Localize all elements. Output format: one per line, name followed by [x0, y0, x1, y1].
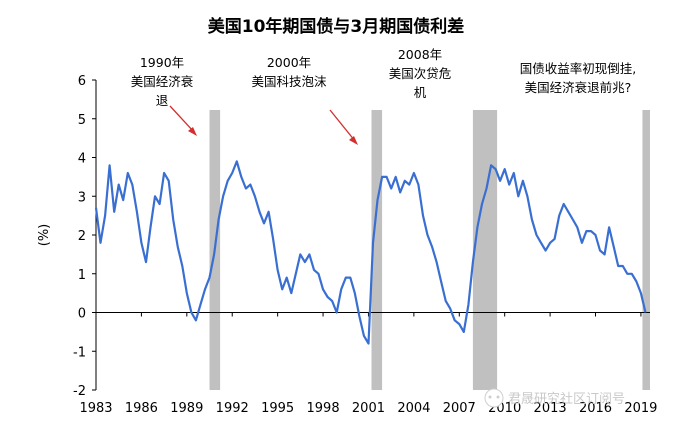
recession-shade-4: [642, 110, 650, 390]
x-tick-label: 1995: [261, 401, 294, 416]
chart-title: 美国10年期国债与3月期国债利差: [208, 16, 465, 37]
annotation-2000-line2: 美国科技泡沫: [251, 74, 327, 89]
x-tick-label: 2013: [534, 401, 567, 416]
series-line: [94, 160, 647, 345]
x-tick-label: 2019: [624, 401, 657, 416]
x-tick-label: 2001: [352, 401, 385, 416]
annotations: 1990年 美国经济衰 退 2000年 美国科技泡沫 2008年 美国次贷危 机…: [131, 47, 636, 145]
x-tick-label: 2004: [397, 401, 430, 416]
y-tick-label: 1: [78, 268, 86, 283]
x-tick-label: 1992: [216, 401, 249, 416]
watermark-text: 君晟研究社区订阅号: [508, 391, 625, 407]
recession-shade-2: [371, 110, 383, 390]
annotation-2000-line1: 2000年: [267, 55, 311, 70]
annotation-2008-line1: 2008年: [398, 47, 442, 62]
annotation-1990-line2: 美国经济衰: [131, 74, 194, 89]
annotation-2019: 国债收益率初现倒挂, 美国经济衰退前兆?: [520, 61, 636, 95]
annotation-2019-line1: 国债收益率初现倒挂,: [520, 61, 636, 76]
y-tick-label: 2: [78, 229, 86, 244]
annotation-1990-arrow: [169, 105, 197, 136]
annotation-1990-line3: 退: [156, 93, 169, 108]
x-tick-label: 1983: [79, 401, 112, 416]
y-tick-label: 5: [78, 113, 86, 128]
watermark: 君晟研究社区订阅号: [484, 388, 625, 408]
annotation-2008: 2008年 美国次贷危 机: [389, 47, 452, 100]
y-tick-label: 0: [78, 307, 86, 322]
y-tick-label: -1: [73, 345, 86, 360]
y-tick-label: 6: [78, 74, 86, 89]
y-tick-label: 3: [78, 190, 86, 205]
x-tick-label: 1986: [125, 401, 158, 416]
y-axis-label: (%): [37, 224, 52, 247]
wechat-logo-icon: [484, 388, 504, 408]
x-tick-label: 1998: [307, 401, 340, 416]
annotation-2008-line3: 机: [414, 85, 427, 100]
annotation-2008-line2: 美国次贷危: [389, 66, 452, 81]
annotation-2019-line2: 美国经济衰退前兆?: [525, 80, 632, 95]
x-tick-label: 2016: [579, 401, 612, 416]
annotation-2000: 2000年 美国科技泡沫: [251, 55, 327, 89]
y-tick-labels: -2 -1 0 1 2 3 4 5 6: [73, 74, 96, 399]
y-tick-label: -2: [73, 384, 86, 399]
recession-shade-3: [472, 110, 498, 390]
x-tick-labels: 1983 1986 1989 1992 1995 1998 2001 2004 2007 2010…: [79, 312, 657, 416]
x-tick-label: 2007: [443, 401, 476, 416]
annotation-1990-line1: 1990年: [140, 55, 184, 70]
annotation-1990: 1990年 美国经济衰 退: [131, 55, 194, 108]
annotation-2000-arrow: [329, 109, 358, 145]
y-tick-label: 4: [78, 152, 86, 167]
x-tick-label: 1989: [170, 401, 203, 416]
